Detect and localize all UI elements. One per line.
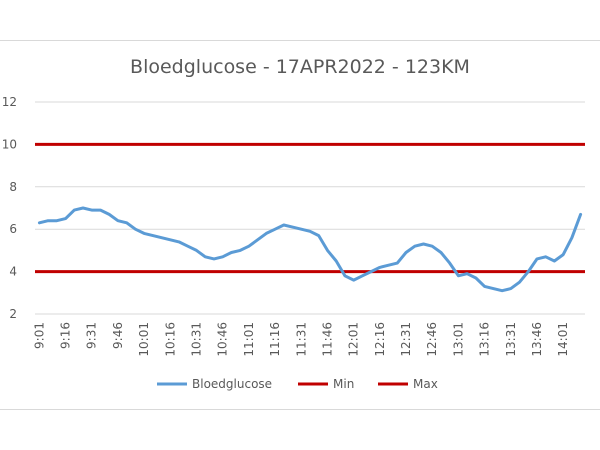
x-tick-label: 13:01 [451,322,465,357]
chart-title: Bloedglucose - 17APR2022 - 123KM [130,56,470,78]
top-border [0,40,600,41]
x-tick-label: 14:01 [556,322,570,357]
x-tick-label: 11:01 [242,322,256,357]
x-tick-label: 13:46 [530,322,544,357]
x-tick-label: 9:16 [59,322,73,349]
x-tick-label: 9:46 [111,322,125,349]
x-tick-label: 12:31 [399,322,413,357]
legend-label-max: Max [413,377,438,391]
x-tick-label: 10:46 [216,322,230,357]
x-tick-label: 12:16 [373,322,387,357]
x-tick-label: 12:46 [425,322,439,357]
x-tick-label: 9:01 [32,322,46,349]
y-tick-label: 6 [9,222,17,236]
y-tick-label: 4 [9,265,17,279]
legend-label-min: Min [333,377,354,391]
legend-label-bloedglucose: Bloedglucose [192,377,272,391]
y-tick-label: 12 [2,95,17,109]
x-tick-label: 13:31 [504,322,518,357]
y-tick-label: 2 [9,307,17,321]
x-tick-label: 12:01 [347,322,361,357]
x-tick-label: 10:31 [190,322,204,357]
x-tick-label: 11:31 [294,322,308,357]
x-tick-label: 13:16 [478,322,492,357]
y-tick-label: 10 [2,137,17,151]
x-tick-label: 11:46 [320,322,334,357]
x-tick-label: 10:16 [163,322,177,357]
y-tick-label: 8 [9,180,17,194]
x-tick-label: 10:01 [137,322,151,357]
x-tick-label: 11:16 [268,322,282,357]
series-line-bloedglucose [37,206,583,293]
bottom-border [0,409,600,410]
x-tick-label: 9:31 [85,322,99,349]
